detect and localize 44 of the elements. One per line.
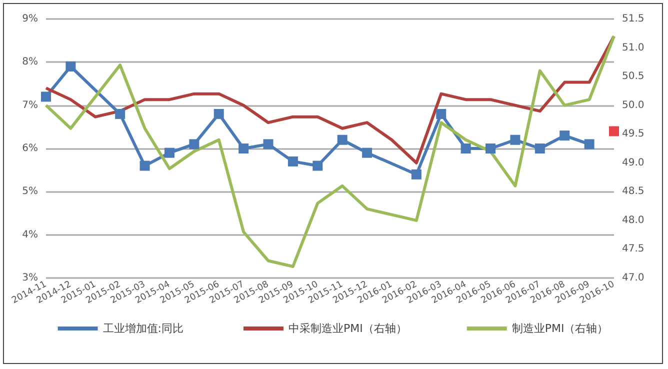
point <box>510 134 520 145</box>
legend-label: 工业增加值:同比 <box>102 322 184 335</box>
y2-tick-label: 49.5 <box>622 128 644 140</box>
point <box>436 108 446 119</box>
point <box>560 130 570 141</box>
point <box>140 160 150 171</box>
y2-tick-label: 48.5 <box>622 186 644 198</box>
legend-label: 中采制造业PMI（右轴） <box>288 322 407 335</box>
y2-tick-label: 48.0 <box>622 214 644 226</box>
y2-tick-label: 51.5 <box>622 14 644 24</box>
y2-tick-label: 47.0 <box>622 272 644 284</box>
y2-tick-label: 51.0 <box>622 42 644 54</box>
point <box>411 169 422 180</box>
point <box>288 156 298 166</box>
point <box>312 160 323 171</box>
point <box>486 144 496 154</box>
y-tick-label: 3% <box>22 272 38 284</box>
point <box>214 108 224 119</box>
point <box>534 144 545 154</box>
point <box>362 148 372 158</box>
point <box>164 148 174 158</box>
point <box>263 139 274 150</box>
point <box>609 126 619 136</box>
point <box>66 61 76 72</box>
y2-tick-label: 49.0 <box>622 157 644 168</box>
y-tick-label: 5% <box>22 186 38 198</box>
point <box>41 92 51 102</box>
line-series <box>44 34 616 268</box>
point <box>337 134 348 145</box>
point <box>460 144 471 154</box>
point <box>189 139 200 150</box>
y-tick-label: 7% <box>22 100 38 111</box>
point <box>115 108 126 119</box>
y2-tick-label: 50.0 <box>622 100 644 111</box>
legend-label: 制造业PMI（右轴） <box>512 322 608 335</box>
point <box>238 144 249 154</box>
y2-tick-label: 47.5 <box>622 244 644 255</box>
y-tick-label: 8% <box>22 56 38 68</box>
y2-tick-label: 50.5 <box>622 71 644 82</box>
y-tick-label: 4% <box>22 229 38 240</box>
y-tick-label: 9% <box>22 14 38 24</box>
line-series <box>44 34 616 164</box>
y-tick-label: 6% <box>22 143 38 154</box>
point <box>584 139 594 150</box>
